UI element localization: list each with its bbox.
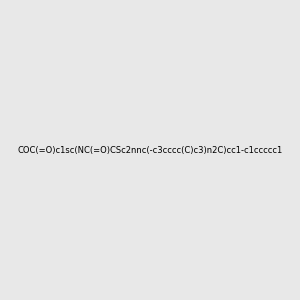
Text: COC(=O)c1sc(NC(=O)CSc2nnc(-c3cccc(C)c3)n2C)cc1-c1ccccc1: COC(=O)c1sc(NC(=O)CSc2nnc(-c3cccc(C)c3)n… <box>17 146 283 154</box>
